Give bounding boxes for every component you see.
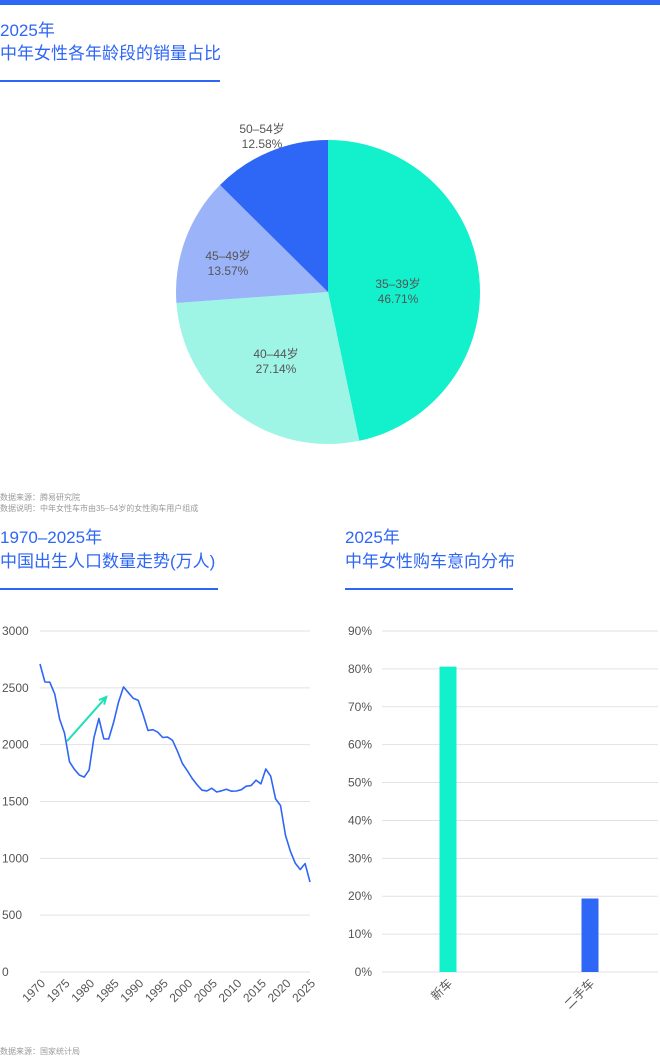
bar-title: 中年女性购车意向分布 <box>345 552 515 571</box>
bar-y-tick-label: 30% <box>348 851 372 865</box>
line-title-years: 1970–2025年 <box>0 528 103 547</box>
pie-slice-value: 46.71% <box>378 292 419 306</box>
pie-slice-3 <box>175 185 328 303</box>
bar-y-tick-label: 90% <box>348 624 372 638</box>
bar-2 <box>581 898 599 972</box>
bar-y-tick-label: 70% <box>348 700 372 714</box>
pie-title-rule <box>0 80 220 82</box>
line-title: 中国出生人口数量走势(万人) <box>0 552 216 571</box>
pie-title-year: 2025年 <box>0 21 55 40</box>
line-y-tick-label: 500 <box>2 908 22 922</box>
pie-slice-value: 12.58% <box>242 137 283 151</box>
pie-slice-4 <box>219 140 328 292</box>
bar-y-tick-label: 40% <box>348 813 372 827</box>
pie-slice-2 <box>176 292 360 444</box>
bar-y-tick-label: 0% <box>355 965 373 979</box>
bar-y-tick-label: 20% <box>348 889 372 903</box>
bar-category-label: 新车 <box>428 976 456 1004</box>
pie-slice-label: 45–49岁 <box>205 248 250 263</box>
line-source-note: 数据来源：国家统计局 <box>0 1047 80 1056</box>
pie-slice-label: 40–44岁 <box>253 346 298 361</box>
bar-title-rule <box>345 588 513 590</box>
pie-title: 中年女性各年龄段的销量占比 <box>0 44 221 63</box>
bar-title-year: 2025年 <box>345 528 400 547</box>
bar-1 <box>439 666 457 972</box>
line-title-rule <box>0 588 218 590</box>
pie-slice-1 <box>328 140 480 441</box>
bar-y-tick-label: 60% <box>348 738 372 752</box>
trend-arrow-icon <box>98 695 108 705</box>
bar-category-label: 二手车 <box>561 976 597 1012</box>
line-y-tick-label: 1500 <box>2 795 29 809</box>
pie-slice-value: 27.14% <box>256 362 297 376</box>
bar-y-tick-label: 80% <box>348 662 372 676</box>
pie-slice-label: 50–54岁 <box>239 121 284 136</box>
line-y-tick-label: 0 <box>2 965 9 979</box>
pie-slice-value: 13.57% <box>208 264 249 278</box>
top-accent-bar <box>0 0 660 5</box>
line-y-tick-label: 2000 <box>2 738 29 752</box>
birth-population-line <box>39 663 311 883</box>
bar-y-tick-label: 50% <box>348 776 372 790</box>
line-y-tick-label: 3000 <box>2 624 29 638</box>
trend-arrow-shaft <box>66 696 108 742</box>
bar-y-tick-label: 10% <box>348 927 372 941</box>
pie-description-note: 数据说明：中年女性车市由35–54岁的女性购车用户组成 <box>0 504 199 513</box>
line-y-tick-label: 2500 <box>2 681 29 695</box>
line-y-tick-label: 1000 <box>2 851 29 865</box>
pie-slice-label: 35–39岁 <box>375 276 420 291</box>
line-chart: 0500100015002000250030001970197519801985… <box>2 624 318 1005</box>
pie-source-note: 数据来源：腾易研究院 <box>0 493 80 502</box>
